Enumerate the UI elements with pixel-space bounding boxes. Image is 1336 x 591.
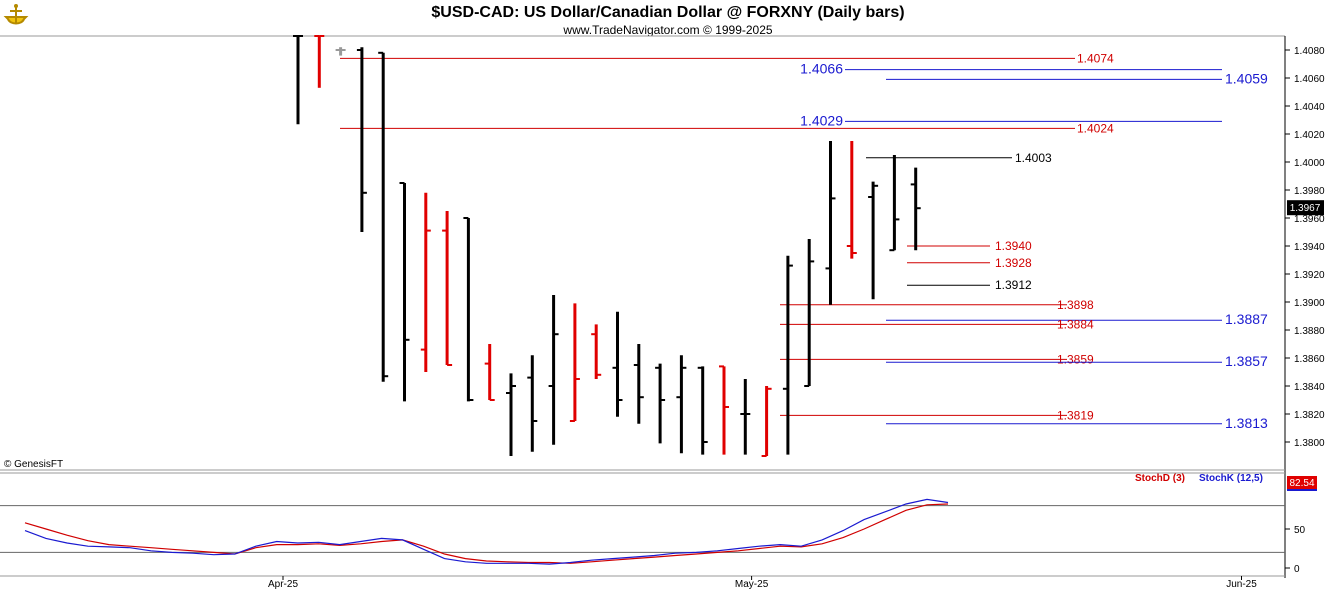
copyright-label: © GenesisFT <box>4 459 63 470</box>
chart-title: $USD-CAD: US Dollar/Canadian Dollar @ FO… <box>431 4 904 21</box>
x-axis-ticks: Apr-25 May-25 Jun-25 <box>268 576 1257 590</box>
ship-icon <box>3 4 29 25</box>
level-label: 1.3857 <box>1225 353 1268 369</box>
last-price-label: 1.3967 <box>1290 203 1321 214</box>
level-label: 1.4029 <box>800 112 843 128</box>
stoch-last-box <box>1287 476 1317 490</box>
price-bars <box>293 35 921 457</box>
level-label: 1.4074 <box>1077 51 1114 65</box>
y-tick-label: 1.3800 <box>1294 438 1325 449</box>
level-label: 1.3859 <box>1057 352 1094 366</box>
stoch-last-tag: 82.54 <box>1287 476 1317 491</box>
level-label: 1.3928 <box>995 256 1032 270</box>
y-tick-label: 1.3940 <box>1294 242 1325 253</box>
level-label: 1.3884 <box>1057 317 1094 331</box>
y-tick-label: 1.3920 <box>1294 270 1325 281</box>
last-price-box <box>1287 200 1324 216</box>
support-resistance-levels: 1.4074 1.4066 1.4059 1.4029 1.4024 1.4003 1.39… <box>340 51 1268 431</box>
stoch-last-label: 82.54 <box>1289 478 1314 489</box>
legend-stochk: StochK (12,5) <box>1199 473 1263 484</box>
legend-stochd: StochD (3) <box>1135 473 1185 484</box>
x-tick-label: May-25 <box>735 579 769 590</box>
level-label: 1.3819 <box>1057 408 1094 422</box>
y-tick-label: 1.3820 <box>1294 410 1325 421</box>
level-label: 1.3940 <box>995 239 1032 253</box>
stoch-series-line <box>24 503 949 564</box>
x-tick-label: Jun-25 <box>1226 579 1257 590</box>
y-tick-label: 1.3880 <box>1294 326 1325 337</box>
y-tick-label: 1.3900 <box>1294 298 1325 309</box>
level-label: 1.3912 <box>995 278 1032 292</box>
y-tick-label: 1.3980 <box>1294 186 1325 197</box>
level-label: 1.4066 <box>800 61 843 77</box>
y-tick-label: 1.4080 <box>1294 46 1325 57</box>
level-label: 1.4003 <box>1015 151 1052 165</box>
stoch-series-line <box>24 498 949 565</box>
chart-subtitle: www.TradeNavigator.com © 1999-2025 <box>562 23 772 37</box>
level-label: 1.3813 <box>1225 415 1268 431</box>
y-tick-label: 1.3860 <box>1294 354 1325 365</box>
level-label: 1.4059 <box>1225 70 1268 86</box>
level-label: 1.3898 <box>1057 298 1094 312</box>
stoch-tick-label: 0 <box>1294 564 1300 575</box>
stochastic-panel: 50 0 <box>0 498 1306 575</box>
price-ticks: 1.4080 1.4060 1.4040 1.4020 1.4000 1.3980 1.39… <box>1285 46 1325 449</box>
x-tick-label: Apr-25 <box>268 579 298 590</box>
y-tick-label: 1.4040 <box>1294 102 1325 113</box>
level-label: 1.4024 <box>1077 121 1114 135</box>
y-tick-label: 1.4000 <box>1294 158 1325 169</box>
y-tick-label: 1.3960 <box>1294 214 1325 225</box>
y-tick-label: 1.4020 <box>1294 130 1325 141</box>
stoch-tick-label: 50 <box>1294 525 1306 536</box>
level-label: 1.3887 <box>1225 311 1268 327</box>
last-price-tag: 1.3967 <box>1287 200 1324 216</box>
y-tick-label: 1.3840 <box>1294 382 1325 393</box>
y-tick-label: 1.4060 <box>1294 74 1325 85</box>
